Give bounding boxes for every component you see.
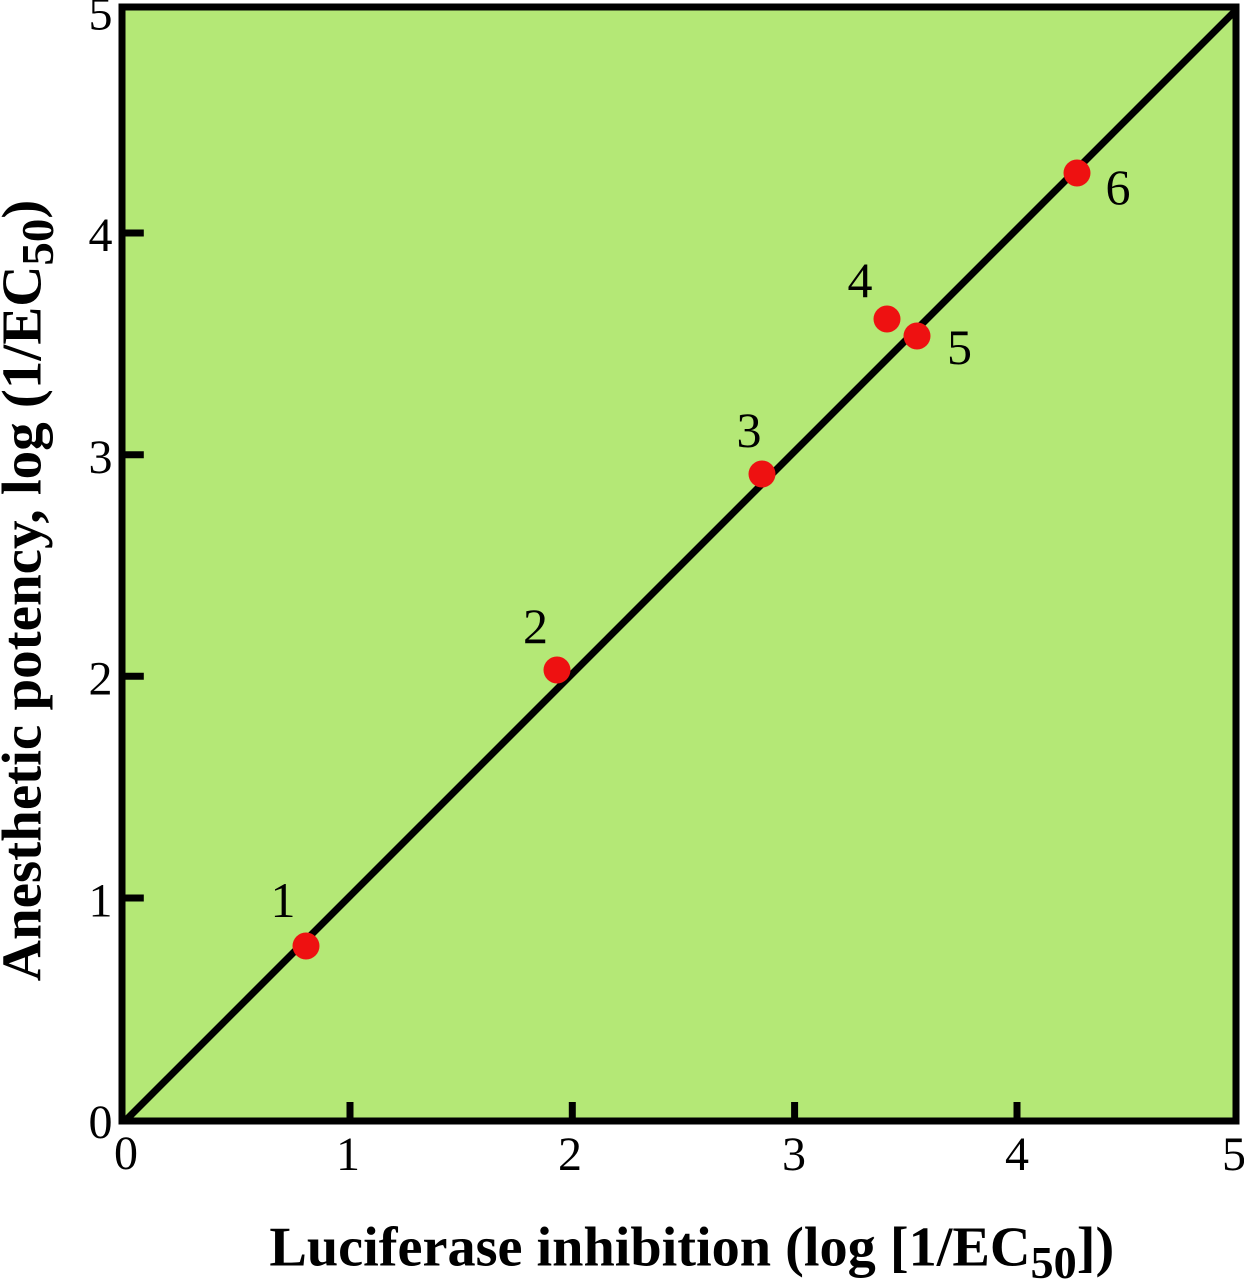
svg-text:3: 3 [737,402,762,458]
svg-text:2: 2 [558,1128,582,1181]
svg-text:2: 2 [89,653,113,706]
svg-text:5: 5 [947,319,972,375]
svg-text:5: 5 [1222,1128,1244,1181]
svg-text:Anesthetic potency, log (1/EC5: Anesthetic potency, log (1/EC50) [0,200,64,981]
svg-text:4: 4 [1005,1128,1029,1181]
svg-text:1: 1 [271,872,296,928]
svg-text:4: 4 [89,209,113,262]
svg-text:5: 5 [89,0,113,41]
svg-text:0: 0 [114,1127,138,1180]
svg-text:0: 0 [89,1096,113,1149]
svg-text:6: 6 [1106,159,1131,215]
svg-text:4: 4 [848,252,873,308]
svg-text:3: 3 [89,431,113,484]
svg-text:1: 1 [336,1128,360,1181]
svg-text:3: 3 [782,1128,806,1181]
svg-text:2: 2 [523,598,548,654]
svg-text:Luciferase inhibition (log [1/: Luciferase inhibition (log [1/EC50]) [269,1217,1114,1280]
svg-text:1: 1 [89,875,113,928]
